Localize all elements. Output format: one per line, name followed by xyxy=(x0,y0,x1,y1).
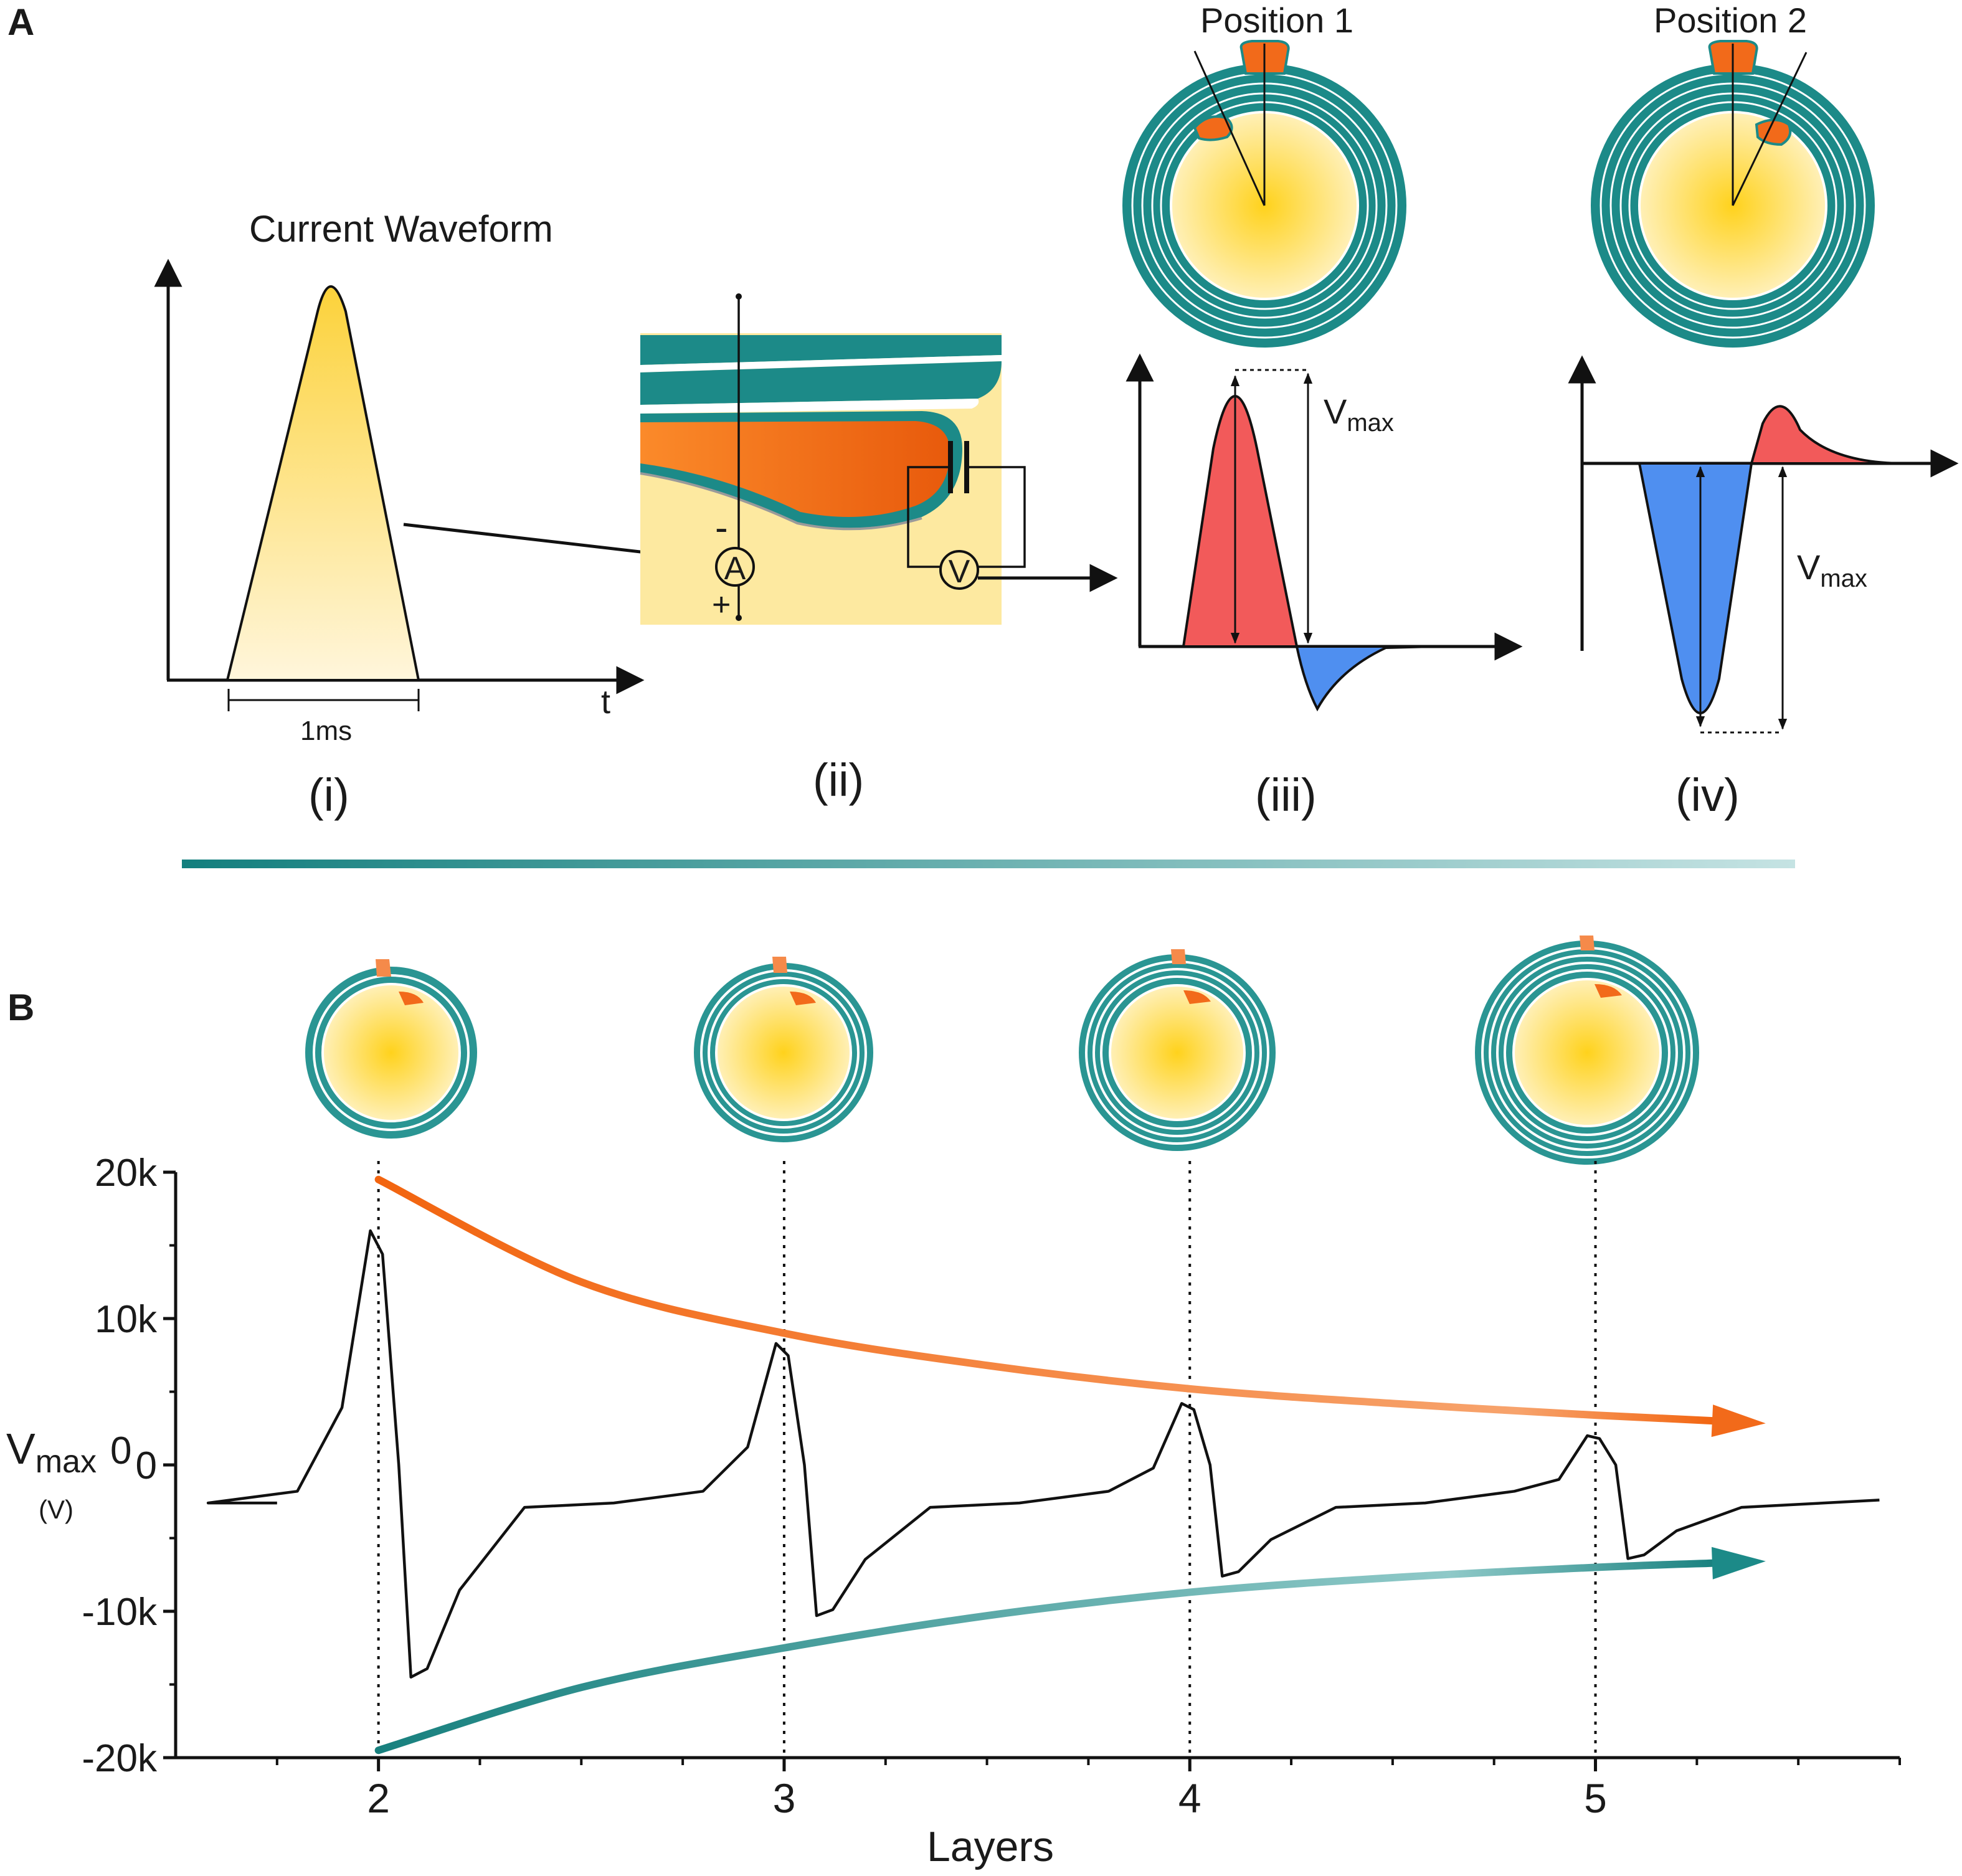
cell4-ring-2 xyxy=(1092,968,1262,1137)
vmax-chart: -20k -10k 0 10k 20k 2 3 4 5 Vmax 0 (V) Layers xyxy=(6,1152,1901,1870)
trace2-negative-lobe xyxy=(1637,462,1753,714)
trend-arrowhead-positive xyxy=(1711,1405,1766,1438)
pos1-inner-tongue xyxy=(1193,115,1233,141)
voltage-trace-position-1: Vmax (iii) xyxy=(1126,353,1523,821)
panel-a-label: A xyxy=(7,1,34,43)
cell5-ring-2 xyxy=(1489,954,1685,1151)
x-tick-label-0: 2 xyxy=(367,1775,390,1821)
trend-line-negative xyxy=(374,1559,1721,1755)
sub-label-i: (i) xyxy=(308,769,349,821)
axon-schematic: A - + V (ii) xyxy=(640,293,1026,806)
y-tick-label-1: -10k xyxy=(82,1591,158,1634)
y-axis-title-v: V xyxy=(6,1424,36,1473)
cell5-body xyxy=(1512,978,1662,1127)
pos2-inner-tongue xyxy=(1755,118,1792,146)
cell2-ring-1 xyxy=(313,974,470,1131)
x-tick-label-1: 3 xyxy=(773,1775,796,1821)
trace1-positive-lobe xyxy=(1182,395,1299,648)
sub-label-ii: (ii) xyxy=(813,754,864,806)
cell2-inner-tongue xyxy=(399,992,424,1005)
cell2-tongue xyxy=(376,959,391,977)
waveform-to-axon-arrow xyxy=(403,523,676,567)
panel-separator xyxy=(182,860,1795,868)
cell4-inner-tongue xyxy=(1183,990,1211,1004)
axon-process xyxy=(640,421,950,517)
electrode-bottom-terminal xyxy=(736,615,742,621)
sub-label-iii: (iii) xyxy=(1255,769,1317,821)
voltmeter-circuit-right xyxy=(967,466,1026,568)
cell5-ring-4 xyxy=(1504,969,1671,1136)
electrode-top-terminal xyxy=(736,293,742,300)
voltmeter-label: V xyxy=(949,554,970,590)
y-tick-label-2: 0 xyxy=(136,1444,157,1487)
cell5-ring-3 xyxy=(1496,962,1678,1144)
y-axis-unit: (V) xyxy=(39,1495,73,1524)
trace2-vmax-sub: max xyxy=(1820,565,1867,592)
trace1-vmax-label: Vmax xyxy=(1324,392,1394,437)
ammeter-minus: - xyxy=(715,506,728,549)
voltmeter-symbol xyxy=(939,550,979,590)
myelin-gap-2 xyxy=(640,399,979,414)
myelin-cell-5-layers xyxy=(1475,936,1699,1165)
y-axis-title: Vmax 0 xyxy=(6,1424,131,1480)
cell3-tongue xyxy=(772,957,787,973)
myelin-cell-4-layers xyxy=(1079,949,1276,1151)
myelin-gap-1 xyxy=(640,355,1002,372)
trace2-vmax-main: V xyxy=(1797,547,1821,587)
x-tick-label-2: 4 xyxy=(1178,1775,1201,1821)
trace2-positive-lobe xyxy=(1750,405,1900,465)
membrane-outline xyxy=(640,472,922,531)
cell4-tongue xyxy=(1171,949,1186,964)
voltmeter-circuit xyxy=(907,466,950,568)
position-2-label: Position 2 xyxy=(1654,1,1807,40)
chart-trends xyxy=(374,1175,1766,1755)
y-tick-label-0: -20k xyxy=(82,1737,158,1780)
cell5-tongue xyxy=(1580,936,1595,950)
y-tick-label-3: 10k xyxy=(95,1298,158,1341)
cell3-body xyxy=(715,984,852,1121)
cell-position-1: Position 1 xyxy=(1122,1,1406,348)
voltage-trace-position-2: Vmax (iv) xyxy=(1568,355,1959,821)
sub-label-iv: (iv) xyxy=(1675,769,1740,821)
trend-line-positive xyxy=(374,1175,1721,1425)
chart-trace xyxy=(206,1229,1880,1679)
current-pulse xyxy=(225,285,420,681)
myelin-cell-2-layers xyxy=(305,959,477,1139)
pos1-radius-line-b xyxy=(1193,50,1266,206)
trace2-vmax-label: Vmax xyxy=(1797,547,1867,592)
chart-axes: -20k -10k 0 10k 20k 2 3 4 5 xyxy=(82,1152,1901,1821)
cell2-body xyxy=(321,983,461,1122)
cell4-body xyxy=(1109,984,1246,1121)
trend-arrowhead-negative xyxy=(1711,1547,1766,1580)
cell-position-2: Position 2 xyxy=(1591,1,1875,348)
x-axis-title: Layers xyxy=(927,1823,1054,1870)
y-axis-title-sub: max xyxy=(36,1444,97,1480)
trace1-vmax-main: V xyxy=(1324,392,1347,431)
panel-b-label: B xyxy=(7,987,34,1028)
chart-guides xyxy=(377,1161,1597,1758)
myelin-band-middle xyxy=(640,361,1002,405)
waveform-title: Current Waveform xyxy=(249,208,553,250)
y-axis-title-zero: 0 xyxy=(110,1429,131,1472)
cell3-inner-tongue xyxy=(790,992,816,1005)
trace1-vmax-sub: max xyxy=(1347,409,1394,437)
myelin-cell-3-layers xyxy=(694,957,873,1142)
time-axis-label: t xyxy=(601,683,610,721)
cell5-inner-tongue xyxy=(1595,984,1622,998)
trace1-negative-lobe xyxy=(1295,645,1433,712)
cell3-ring-2 xyxy=(708,977,860,1129)
cell4-ring-3 xyxy=(1100,975,1254,1130)
voltage-trace-line xyxy=(206,1229,1880,1679)
current-waveform-plot: Current Waveform t 1ms (i) xyxy=(154,208,645,821)
x-tick-label-3: 5 xyxy=(1584,1775,1607,1821)
pos2-radius-line-b xyxy=(1732,52,1808,206)
ammeter-plus: + xyxy=(712,587,731,623)
duration-label: 1ms xyxy=(300,716,352,746)
ammeter-label: A xyxy=(724,551,746,587)
y-tick-label-4: 20k xyxy=(95,1152,158,1195)
ammeter-symbol xyxy=(715,547,755,587)
position-1-label: Position 1 xyxy=(1200,1,1353,40)
